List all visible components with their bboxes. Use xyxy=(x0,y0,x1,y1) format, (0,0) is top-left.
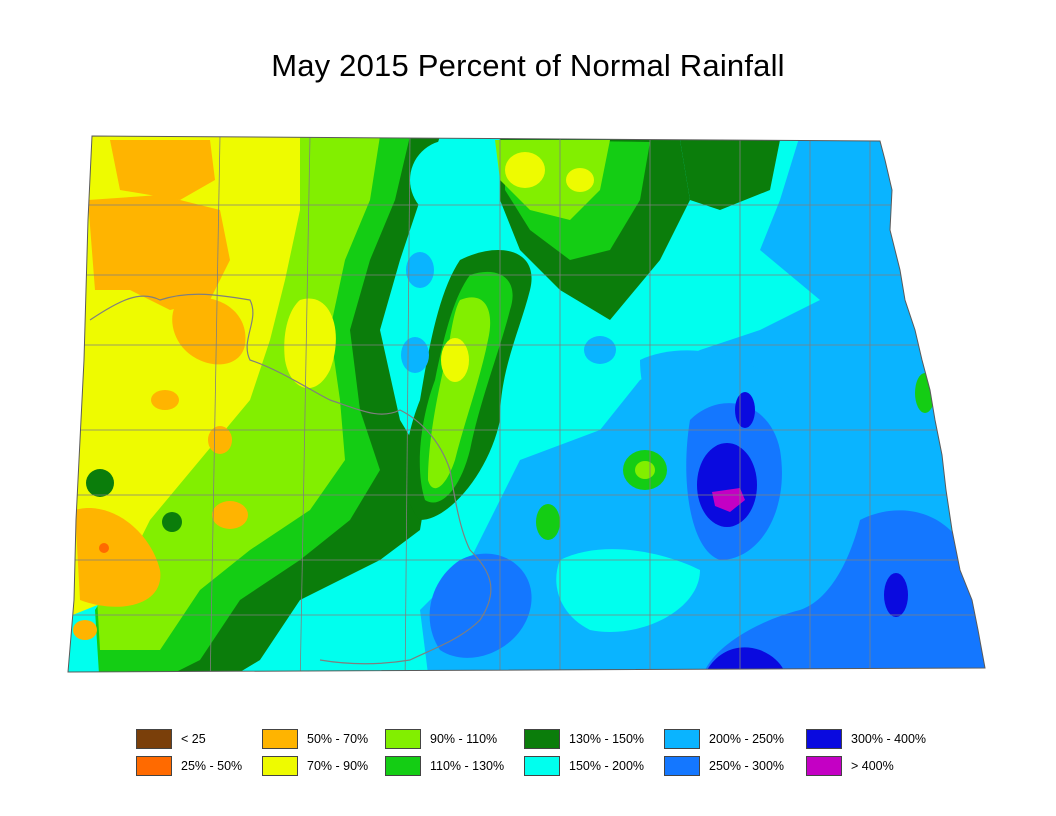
north-200-250-patch-1 xyxy=(406,252,434,288)
south-50-70-spot xyxy=(73,620,97,640)
south-central-150-200-region xyxy=(556,549,700,632)
county-line-v2 xyxy=(299,136,311,672)
sw-50-70-spot-1 xyxy=(212,501,248,529)
central-90-110-spot xyxy=(635,461,655,479)
north-300-400-area xyxy=(735,392,755,428)
north-200-250-patch-2 xyxy=(401,337,429,373)
central-300-400-area xyxy=(697,443,757,527)
county-line-v3 xyxy=(404,136,411,672)
sw-50-70-region xyxy=(75,508,161,607)
north-50-70-blob xyxy=(110,140,215,200)
county-line-v1 xyxy=(209,136,221,672)
west-130-150-spot-1 xyxy=(86,469,114,497)
gt400-area xyxy=(712,488,745,512)
east-110-130-spot xyxy=(915,373,935,413)
north-150-200-gap xyxy=(410,140,490,220)
sw-50-70-spot-2 xyxy=(151,390,179,410)
sw-25-50-spot xyxy=(99,543,109,553)
central-200-250-patch xyxy=(584,336,616,364)
south-110-130-spot xyxy=(536,504,560,540)
map-title: May 2015 Percent of Normal Rainfall xyxy=(271,48,785,83)
county-lines xyxy=(68,136,985,672)
north-70-90-spot-2 xyxy=(566,168,594,192)
west-130-150-spot-2 xyxy=(162,512,182,532)
nw-50-70-region xyxy=(88,195,230,310)
river-boundary xyxy=(89,293,492,665)
se-300-400-area xyxy=(884,573,908,617)
north-70-90-spot-1 xyxy=(505,152,545,188)
south-250-300-region xyxy=(429,553,532,658)
rainfall-field xyxy=(68,136,985,672)
ne-130-150-region xyxy=(680,140,780,210)
central-70-90-spot xyxy=(441,338,469,382)
central-70-90-blob xyxy=(284,298,336,389)
se-250-300-region xyxy=(700,510,985,672)
west-50-70-blob xyxy=(172,297,246,365)
